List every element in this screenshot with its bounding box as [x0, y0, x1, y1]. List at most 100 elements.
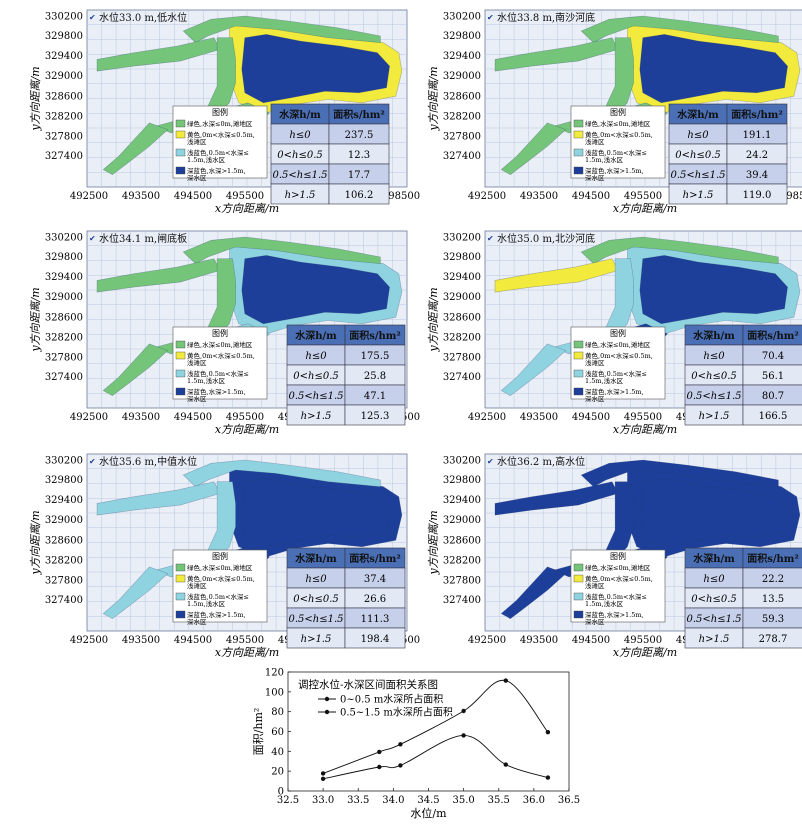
chart-y-tick-label: 100	[265, 687, 284, 698]
table-area-value: 278.7	[759, 634, 788, 645]
chart-legend-label: 0.5~1.5 m水深所占面积	[340, 706, 453, 719]
legend-item-text: 绿色,水深≤0m,滩地区	[187, 340, 253, 349]
legend-swatch	[175, 351, 186, 360]
table-row-label: 0<h≤0.5	[691, 594, 736, 605]
table-header-depth: 水深h/m	[692, 329, 735, 342]
series-point-1	[320, 776, 326, 781]
legend-swatch	[175, 574, 186, 583]
y-tick-label: 329000	[45, 515, 83, 526]
chart-y-tick-label: 80	[271, 707, 284, 718]
y-tick-label: 329800	[45, 31, 83, 42]
legend-item-text: 黄色,0m<水深≤0.5m,	[187, 574, 255, 583]
table-area-value: 106.2	[345, 190, 374, 201]
table-header-depth: 水深h/m	[294, 552, 337, 565]
map-panel-2: ✔ 水位33.8 m,南沙河底 330200 329800 329400 329000 32…	[427, 9, 802, 215]
table-row-label: h≤0	[687, 130, 709, 141]
legend-item-text: 深蓝色,水深>1.5m,	[187, 610, 246, 619]
panel-title: 水位34.1 m,闸底板	[99, 232, 187, 245]
y-tick-label: 327400	[45, 372, 83, 383]
legend-swatch	[573, 351, 584, 360]
panel-title: 水位33.0 m,低水位	[99, 11, 187, 24]
table-row-label: h>1.5	[285, 190, 316, 201]
y-tick-label: 329400	[45, 495, 83, 506]
x-tick-label: 495500	[226, 412, 264, 423]
table-row-label: 0<h≤0.5	[293, 594, 338, 605]
y-tick-label: 327800	[45, 132, 83, 143]
y-tick-label: 327800	[443, 132, 481, 143]
legend-item-text: 浅蓝色,0.5m<水深≤	[187, 148, 249, 157]
legend-item-text: 深蓝色,水深>1.5m,	[187, 387, 246, 396]
legend-box	[570, 105, 666, 179]
legend-title: 图例	[610, 328, 626, 338]
water-region-lowRiver	[102, 343, 169, 397]
table-row-label: 0.5<h≤1.5	[670, 170, 725, 181]
water-region-topArm	[182, 15, 381, 44]
y-tick-label: 330200	[443, 455, 481, 466]
water-region-topArm	[182, 459, 381, 488]
chart-legend-marker	[324, 696, 330, 702]
legend: 图例绿色,水深≤0m,滩地区黄色,0m<水深≤0.5m,浅滩区浅蓝色,0.5m<…	[172, 326, 268, 403]
y-tick-label: 328200	[443, 332, 481, 343]
check-icon: ✔	[487, 457, 494, 466]
table-area-value: 26.6	[364, 594, 386, 605]
table-row-label: h≤0	[305, 351, 327, 362]
legend-item-text: 浅蓝色,0.5m<水深≤	[585, 148, 647, 157]
legend-item-text: 浅滩区	[187, 137, 207, 146]
series-point-1	[398, 763, 403, 768]
legend-item-text: 1.5m,浅水区	[585, 599, 624, 608]
legend-title: 图例	[610, 551, 626, 561]
legend-box	[570, 549, 666, 623]
water-region-lowRiver	[500, 343, 567, 397]
table-row-label: 0<h≤0.5	[293, 371, 338, 382]
legend-item-text: 黄色,0m<水深≤0.5m,	[187, 351, 255, 360]
table-row-label: h≤0	[703, 351, 725, 362]
y-axis-label: y方向距离/m	[427, 510, 440, 575]
table-area-value: 13.5	[762, 594, 784, 605]
x-tick-label: 494500	[174, 191, 212, 202]
legend-swatch	[573, 340, 584, 349]
y-tick-label: 330200	[443, 11, 481, 22]
x-axis-label: x方向距离/m	[613, 646, 677, 659]
water-region-lowRiver	[500, 566, 567, 620]
table-header-area: 面积s/hm²	[747, 329, 799, 342]
table-area-value: 198.4	[361, 634, 390, 645]
chart-x-tick-label: 32.5	[277, 795, 299, 806]
water-region-lakeCore	[639, 34, 788, 104]
y-tick-label: 329800	[45, 475, 83, 486]
legend-item-text: 浅滩区	[585, 137, 605, 146]
water-region-topArm	[580, 15, 779, 44]
table-cell	[726, 183, 788, 205]
chart-x-label: 水位/m	[410, 806, 447, 820]
x-tick-label: 498500	[780, 191, 802, 202]
chart-x-tick-label: 34.5	[417, 795, 439, 806]
y-axis-label: y方向距离/m	[29, 510, 42, 575]
water-region-topArm	[580, 459, 779, 488]
table-area-value: 17.7	[348, 170, 370, 181]
legend-item-text: 浅滩区	[585, 581, 605, 590]
x-tick-label: 492500	[70, 635, 108, 646]
legend-swatch	[573, 148, 584, 157]
table-row-label: 0.5<h≤1.5	[288, 614, 343, 625]
legend-item-text: 深水区	[187, 617, 207, 626]
y-tick-label: 330200	[45, 232, 83, 243]
y-tick-label: 328600	[45, 91, 83, 102]
y-tick-label: 327800	[443, 576, 481, 587]
x-tick-label: 495500	[226, 635, 264, 646]
chart-legend-label: 0~0.5 m水深所占面积	[340, 693, 443, 706]
water-region-lakeCore	[639, 255, 788, 325]
area-table: 水深h/m 面积s/hm² h≤0 37.4 0<h≤0.5 26.6 0.5<h≤1.5 1…	[286, 547, 406, 649]
table-cell	[344, 627, 406, 649]
table-area-value: 166.5	[759, 411, 788, 422]
legend-item-text: 深水区	[187, 394, 207, 403]
legend-item-text: 绿色,水深≤0m,滩地区	[585, 340, 651, 349]
x-axis-label: x方向距离/m	[613, 202, 677, 215]
y-tick-label: 327400	[443, 372, 481, 383]
table-area-value: 125.3	[361, 411, 390, 422]
y-tick-label: 327400	[443, 595, 481, 606]
legend-item-text: 深蓝色,水深>1.5m,	[187, 166, 246, 175]
legend-item-text: 浅滩区	[585, 358, 605, 367]
table-row-label: h>1.5	[699, 634, 730, 645]
table-row-label: 0.5<h≤1.5	[686, 391, 741, 402]
x-tick-label: 492500	[70, 191, 108, 202]
